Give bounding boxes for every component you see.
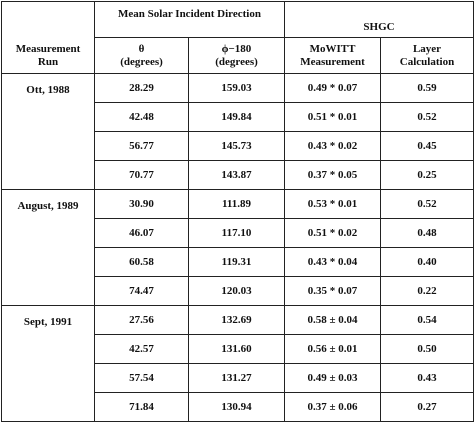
phi-cell: 111.89 — [188, 189, 285, 219]
table-row: 42.57 131.60 0.56 ± 0.01 0.50 — [2, 334, 474, 364]
mowitt-cell: 0.56 ± 0.01 — [284, 334, 381, 364]
phi-cell: 131.60 — [188, 334, 285, 364]
phi-cell: 120.03 — [188, 276, 285, 306]
phi-cell: 131.27 — [188, 363, 285, 393]
shgc-group-header: SHGC — [284, 1, 474, 38]
layer-header-line2: Calculation — [399, 55, 455, 68]
theta-cell: 71.84 — [94, 392, 189, 422]
theta-cell: 70.77 — [94, 160, 189, 190]
table-row: Ott, 1988 28.29 159.03 0.49 * 0.07 0.59 — [1, 73, 474, 190]
mowitt-cell: 0.43 * 0.02 — [284, 131, 381, 161]
table-row: 74.47 120.03 0.35 * 0.07 0.22 — [2, 276, 474, 306]
table-row: 60.58 119.31 0.43 * 0.04 0.40 — [2, 247, 474, 277]
theta-cell: 27.56 — [94, 305, 189, 335]
solar-direction-group-header: Mean Solar Incident Direction — [94, 1, 285, 38]
table-row: 71.84 130.94 0.37 ± 0.06 0.27 — [2, 392, 474, 422]
layer-cell: 0.54 — [380, 305, 474, 335]
layer-cell: 0.52 — [380, 102, 474, 132]
mowitt-header-line1: MoWITT — [309, 42, 356, 55]
mowitt-cell: 0.49 * 0.07 — [284, 73, 381, 103]
layer-cell: 0.22 — [380, 276, 474, 306]
table-row: 46.07 117.10 0.51 * 0.02 0.48 — [2, 218, 474, 248]
mowitt-header: MoWITT Measurement — [284, 37, 381, 74]
layer-cell: 0.25 — [380, 160, 474, 190]
theta-header: θ (degrees) — [94, 37, 189, 74]
phi-header-line2: (degrees) — [215, 55, 258, 68]
phi-header: ϕ−180 (degrees) — [188, 37, 285, 74]
phi-cell: 159.03 — [188, 73, 285, 103]
header-row-1: Measurement Run Mean Solar Incident Dire… — [1, 1, 474, 74]
mowitt-cell: 0.35 * 0.07 — [284, 276, 381, 306]
phi-cell: 149.84 — [188, 102, 285, 132]
run-label: Sept, 1991 — [1, 305, 95, 422]
table-row: Sept, 1991 27.56 132.69 0.58 ± 0.04 0.54 — [1, 305, 474, 422]
mowitt-header-line2: Measurement — [300, 55, 365, 68]
mowitt-cell: 0.37 ± 0.06 — [284, 392, 381, 422]
layer-cell: 0.43 — [380, 363, 474, 393]
phi-cell: 119.31 — [188, 247, 285, 277]
table-row: 42.48 149.84 0.51 * 0.01 0.52 — [2, 102, 474, 132]
layer-cell: 0.27 — [380, 392, 474, 422]
phi-cell: 117.10 — [188, 218, 285, 248]
mowitt-cell: 0.37 * 0.05 — [284, 160, 381, 190]
measurement-run-header: Measurement Run — [1, 1, 95, 74]
theta-cell: 42.48 — [94, 102, 189, 132]
header-row-2: θ (degrees) ϕ−180 (degrees) MoWITT Measu… — [2, 37, 474, 74]
theta-cell: 42.57 — [94, 334, 189, 364]
theta-cell: 56.77 — [94, 131, 189, 161]
mowitt-cell: 0.58 ± 0.04 — [284, 305, 381, 335]
mowitt-cell: 0.53 * 0.01 — [284, 189, 381, 219]
measurement-run-header-line2: Run — [37, 56, 59, 68]
theta-cell: 60.58 — [94, 247, 189, 277]
layer-header-line1: Layer — [412, 42, 442, 55]
phi-cell: 145.73 — [188, 131, 285, 161]
layer-cell: 0.50 — [380, 334, 474, 364]
mowitt-cell: 0.43 * 0.04 — [284, 247, 381, 277]
run-label: August, 1989 — [1, 189, 95, 306]
mowitt-cell: 0.51 * 0.01 — [284, 102, 381, 132]
theta-header-line1: θ — [138, 42, 145, 55]
phi-cell: 130.94 — [188, 392, 285, 422]
table-row: August, 1989 30.90 111.89 0.53 * 0.01 0.… — [1, 189, 474, 306]
layer-cell: 0.45 — [380, 131, 474, 161]
phi-cell: 143.87 — [188, 160, 285, 190]
run-label: Ott, 1988 — [1, 73, 95, 190]
layer-cell: 0.40 — [380, 247, 474, 277]
theta-header-line2: (degrees) — [120, 55, 163, 68]
mowitt-cell: 0.51 * 0.02 — [284, 218, 381, 248]
layer-header: Layer Calculation — [380, 37, 474, 74]
theta-cell: 46.07 — [94, 218, 189, 248]
layer-cell: 0.52 — [380, 189, 474, 219]
phi-header-line1: ϕ−180 — [221, 42, 252, 55]
theta-cell: 30.90 — [94, 189, 189, 219]
table-row: 57.54 131.27 0.49 ± 0.03 0.43 — [2, 363, 474, 393]
phi-cell: 132.69 — [188, 305, 285, 335]
mowitt-cell: 0.49 ± 0.03 — [284, 363, 381, 393]
layer-cell: 0.48 — [380, 218, 474, 248]
theta-cell: 57.54 — [94, 363, 189, 393]
measurement-run-header-line1: Measurement — [15, 43, 81, 55]
theta-cell: 74.47 — [94, 276, 189, 306]
theta-cell: 28.29 — [94, 73, 189, 103]
layer-cell: 0.59 — [380, 73, 474, 103]
